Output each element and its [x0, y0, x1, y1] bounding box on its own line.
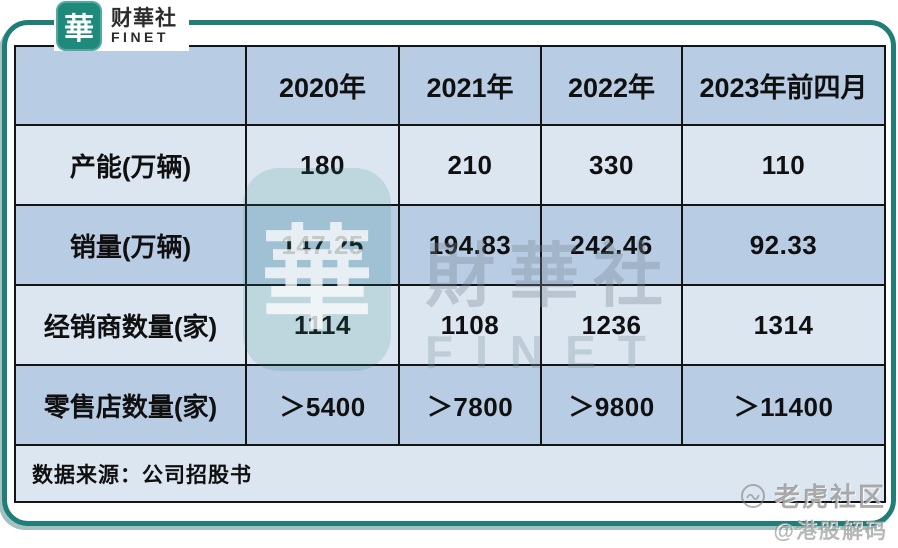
cell-value: 147.25: [245, 204, 400, 286]
finet-logo-text: 财華社 FINET: [111, 6, 177, 45]
header-cell-2021: 2021年: [398, 45, 542, 126]
cell-value: 180: [245, 124, 400, 206]
data-table-container: 2020年 2021年 2022年 2023年前四月 产能(万辆) 180 21…: [14, 45, 886, 503]
teal-rounded-frame: [2, 20, 896, 526]
row-label-sales: 销量(万辆): [14, 204, 247, 286]
finet-seal-icon: 華: [56, 1, 102, 51]
table-header-row: 2020年 2021年 2022年 2023年前四月: [14, 45, 886, 126]
cell-value: 110: [681, 124, 886, 206]
cell-value: 194.83: [398, 204, 542, 286]
cell-value: ＞9800: [540, 364, 683, 446]
row-label-dealers: 经销商数量(家): [14, 284, 247, 366]
table-row: 销量(万辆) 147.25 194.83 242.46 92.33: [14, 204, 886, 286]
table-row: 产能(万辆) 180 210 330 110: [14, 124, 886, 206]
data-source-note: 数据来源：公司招股书: [14, 444, 886, 503]
cell-value: 242.46: [540, 204, 683, 286]
logo-name-en: FINET: [111, 28, 169, 45]
header-cell-2022: 2022年: [540, 45, 683, 126]
cell-value: 1108: [398, 284, 542, 366]
table-source-row: 数据来源：公司招股书: [14, 444, 886, 503]
finet-logo: 華 财華社 FINET: [54, 1, 189, 51]
cell-value: ＞7800: [398, 364, 542, 446]
logo-name-cn: 财華社: [111, 6, 177, 30]
cell-value: 1236: [540, 284, 683, 366]
row-label-capacity: 产能(万辆): [14, 124, 247, 206]
cell-value: 92.33: [681, 204, 886, 286]
cell-value: 330: [540, 124, 683, 206]
table-row: 经销商数量(家) 1114 1108 1236 1314: [14, 284, 886, 366]
cell-value: ＞11400: [681, 364, 886, 446]
cell-value: 210: [398, 124, 542, 206]
cell-value: 1314: [681, 284, 886, 366]
tiger-community-watermark: 老虎社区: [740, 477, 886, 514]
cell-value: 1114: [245, 284, 400, 366]
data-table: 2020年 2021年 2022年 2023年前四月 产能(万辆) 180 21…: [14, 45, 886, 503]
header-cell-2020: 2020年: [245, 45, 400, 126]
row-label-retail-stores: 零售店数量(家): [14, 364, 247, 446]
author-handle-watermark: @港股解码: [773, 520, 888, 543]
cell-value: ＞5400: [245, 364, 400, 446]
tiger-icon: [740, 483, 765, 508]
tiger-community-label: 老虎社区: [773, 482, 886, 512]
table-row: 零售店数量(家) ＞5400 ＞7800 ＞9800 ＞11400: [14, 364, 886, 446]
header-cell-empty: [14, 45, 247, 126]
header-cell-2023: 2023年前四月: [681, 45, 886, 126]
